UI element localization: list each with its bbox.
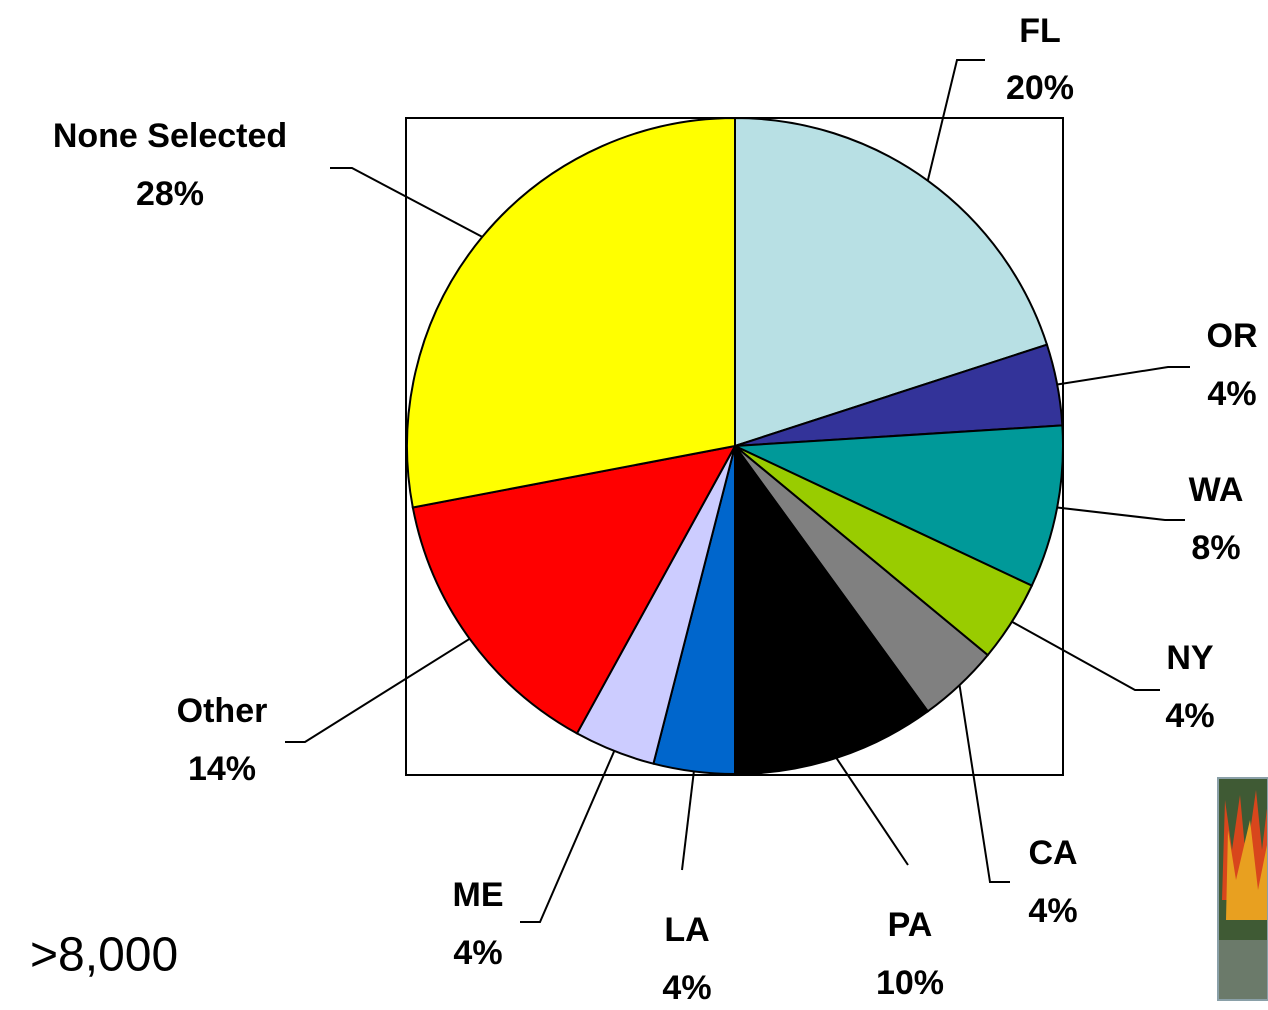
photo: [1217, 777, 1268, 1001]
slice-value-label: 4%: [662, 969, 711, 1007]
slice-value-label: 4%: [1165, 697, 1214, 735]
slice-value-label: 10%: [876, 964, 944, 1002]
annotation: >8,000: [30, 929, 178, 982]
leader-line: [835, 757, 909, 866]
pie-slice: [406, 116, 736, 509]
slice-label: OR: [1207, 317, 1258, 355]
slice-value-label: 4%: [1028, 892, 1077, 930]
slice-value-label: 8%: [1191, 529, 1240, 567]
leader-line: [520, 750, 616, 923]
slice-value-label: 28%: [136, 175, 204, 213]
pie-slice: [734, 424, 1064, 587]
slice-value-label: 14%: [188, 750, 256, 788]
slice-value-label: 4%: [1207, 375, 1256, 413]
leader-line: [1057, 366, 1190, 386]
slice-label: NY: [1166, 639, 1214, 677]
slice-label: None Selected: [53, 117, 287, 155]
leader-line: [1057, 506, 1185, 521]
leader-line: [285, 637, 471, 743]
slice-label: WA: [1189, 471, 1244, 509]
slice-label: PA: [888, 906, 933, 944]
slice-value-label: 20%: [1006, 69, 1074, 107]
slice-label: FL: [1019, 12, 1061, 50]
slice-label: CA: [1028, 834, 1077, 872]
leader-line: [1011, 620, 1160, 691]
leader-line: [958, 684, 1010, 883]
leader-line: [330, 167, 483, 238]
slice-label: Other: [177, 692, 268, 730]
slice-label: LA: [664, 911, 709, 949]
leader-line: [681, 771, 695, 871]
leader-line: [926, 59, 985, 181]
slice-value-label: 4%: [453, 934, 502, 972]
slice-label: ME: [453, 876, 504, 914]
pie-slice: [411, 444, 737, 735]
